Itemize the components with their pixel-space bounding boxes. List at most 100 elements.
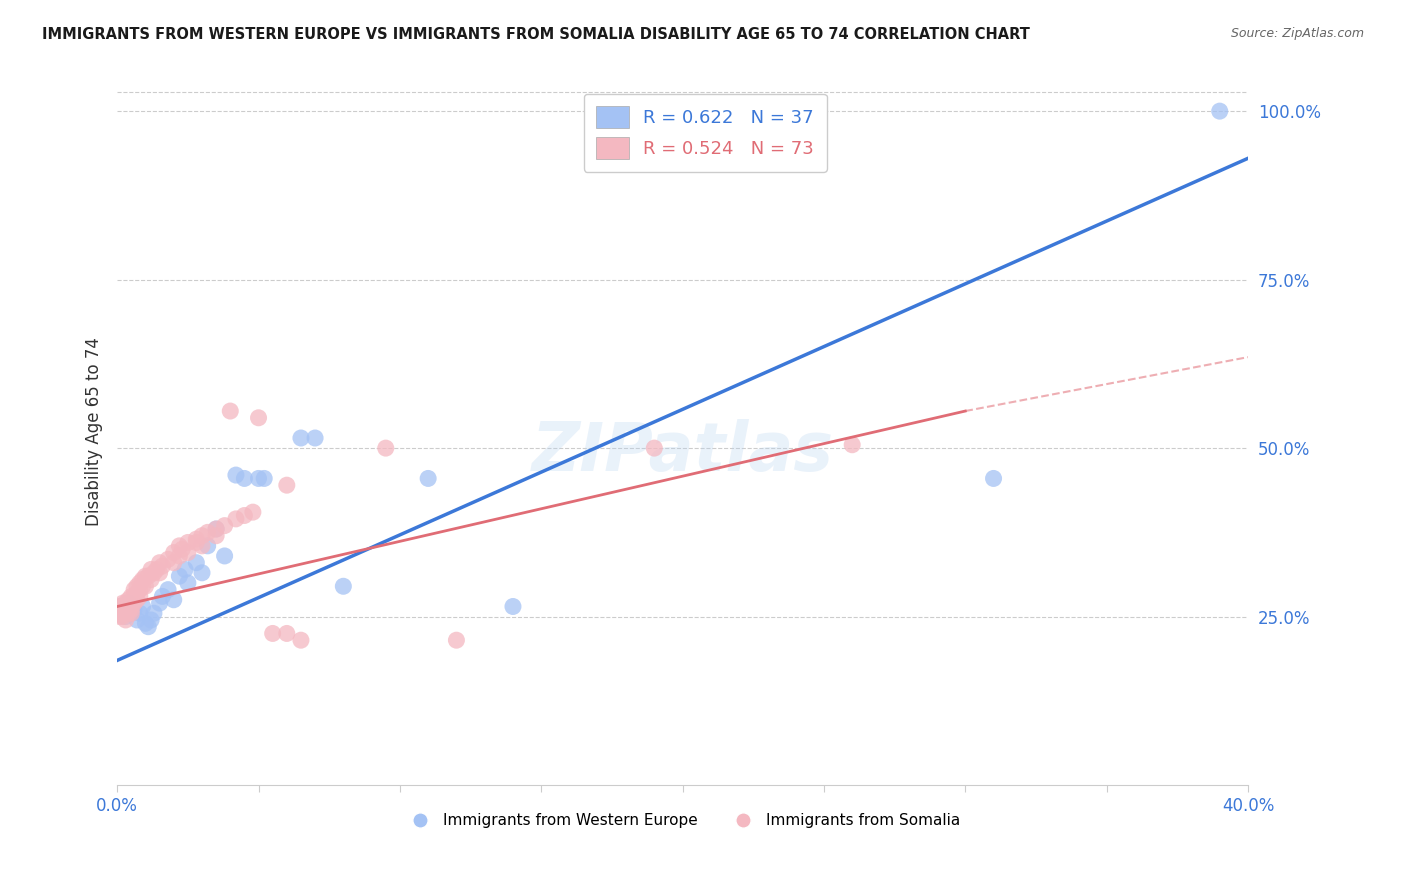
Point bbox=[111, 596, 134, 610]
Point bbox=[108, 606, 131, 620]
Point bbox=[197, 539, 219, 553]
Point bbox=[134, 616, 156, 631]
Point bbox=[120, 606, 142, 620]
Point bbox=[131, 573, 153, 587]
Point bbox=[120, 590, 142, 604]
Point bbox=[114, 596, 136, 610]
Point bbox=[214, 549, 236, 563]
Point bbox=[841, 438, 863, 452]
Point bbox=[149, 556, 172, 570]
Point bbox=[117, 603, 139, 617]
Point bbox=[139, 613, 162, 627]
Point bbox=[142, 566, 165, 580]
Point bbox=[139, 573, 162, 587]
Point bbox=[128, 575, 150, 590]
Point bbox=[142, 606, 165, 620]
Point bbox=[157, 552, 180, 566]
Point bbox=[120, 603, 142, 617]
Point bbox=[145, 562, 167, 576]
Point bbox=[111, 603, 134, 617]
Point bbox=[191, 539, 214, 553]
Point bbox=[186, 556, 208, 570]
Point bbox=[125, 579, 148, 593]
Point bbox=[128, 590, 150, 604]
Point bbox=[983, 471, 1005, 485]
Point bbox=[205, 522, 228, 536]
Point bbox=[247, 410, 270, 425]
Point bbox=[125, 613, 148, 627]
Point bbox=[177, 575, 200, 590]
Point bbox=[149, 596, 172, 610]
Point bbox=[169, 569, 191, 583]
Point bbox=[134, 569, 156, 583]
Point bbox=[122, 582, 145, 597]
Point bbox=[205, 529, 228, 543]
Point bbox=[253, 471, 276, 485]
Point bbox=[502, 599, 524, 614]
Point bbox=[163, 592, 186, 607]
Point bbox=[225, 512, 247, 526]
Point bbox=[152, 590, 174, 604]
Point bbox=[117, 599, 139, 614]
Point bbox=[131, 599, 153, 614]
Point bbox=[128, 582, 150, 597]
Point bbox=[332, 579, 354, 593]
Legend: Immigrants from Western Europe, Immigrants from Somalia: Immigrants from Western Europe, Immigran… bbox=[398, 807, 967, 834]
Point bbox=[108, 599, 131, 614]
Point bbox=[136, 569, 159, 583]
Y-axis label: Disability Age 65 to 74: Disability Age 65 to 74 bbox=[86, 337, 103, 525]
Point bbox=[219, 404, 242, 418]
Point bbox=[125, 592, 148, 607]
Point bbox=[111, 599, 134, 614]
Point bbox=[139, 562, 162, 576]
Text: ZIPatlas: ZIPatlas bbox=[531, 419, 834, 485]
Point bbox=[108, 599, 131, 614]
Point bbox=[290, 633, 312, 648]
Point bbox=[191, 529, 214, 543]
Point bbox=[157, 582, 180, 597]
Point bbox=[169, 539, 191, 553]
Point bbox=[134, 579, 156, 593]
Point bbox=[128, 606, 150, 620]
Point bbox=[117, 596, 139, 610]
Point bbox=[108, 603, 131, 617]
Point bbox=[418, 471, 440, 485]
Point bbox=[214, 518, 236, 533]
Point bbox=[114, 613, 136, 627]
Point bbox=[114, 599, 136, 614]
Point bbox=[276, 478, 298, 492]
Point bbox=[177, 545, 200, 559]
Text: IMMIGRANTS FROM WESTERN EUROPE VS IMMIGRANTS FROM SOMALIA DISABILITY AGE 65 TO 7: IMMIGRANTS FROM WESTERN EUROPE VS IMMIGR… bbox=[42, 27, 1031, 42]
Point bbox=[152, 559, 174, 574]
Point bbox=[114, 609, 136, 624]
Point bbox=[108, 606, 131, 620]
Point bbox=[122, 603, 145, 617]
Point bbox=[304, 431, 326, 445]
Point bbox=[149, 566, 172, 580]
Point bbox=[247, 471, 270, 485]
Point bbox=[114, 603, 136, 617]
Point bbox=[374, 441, 396, 455]
Point bbox=[120, 596, 142, 610]
Point bbox=[120, 599, 142, 614]
Point bbox=[169, 549, 191, 563]
Point bbox=[290, 431, 312, 445]
Point bbox=[191, 566, 214, 580]
Point bbox=[120, 606, 142, 620]
Point bbox=[114, 606, 136, 620]
Point bbox=[205, 522, 228, 536]
Point bbox=[262, 626, 284, 640]
Point bbox=[233, 508, 256, 523]
Point bbox=[177, 535, 200, 549]
Point bbox=[174, 562, 197, 576]
Text: Source: ZipAtlas.com: Source: ZipAtlas.com bbox=[1230, 27, 1364, 40]
Point bbox=[122, 590, 145, 604]
Point bbox=[186, 532, 208, 546]
Point bbox=[446, 633, 468, 648]
Point bbox=[136, 620, 159, 634]
Point bbox=[131, 579, 153, 593]
Point bbox=[111, 606, 134, 620]
Point bbox=[225, 468, 247, 483]
Point bbox=[111, 603, 134, 617]
Point bbox=[163, 556, 186, 570]
